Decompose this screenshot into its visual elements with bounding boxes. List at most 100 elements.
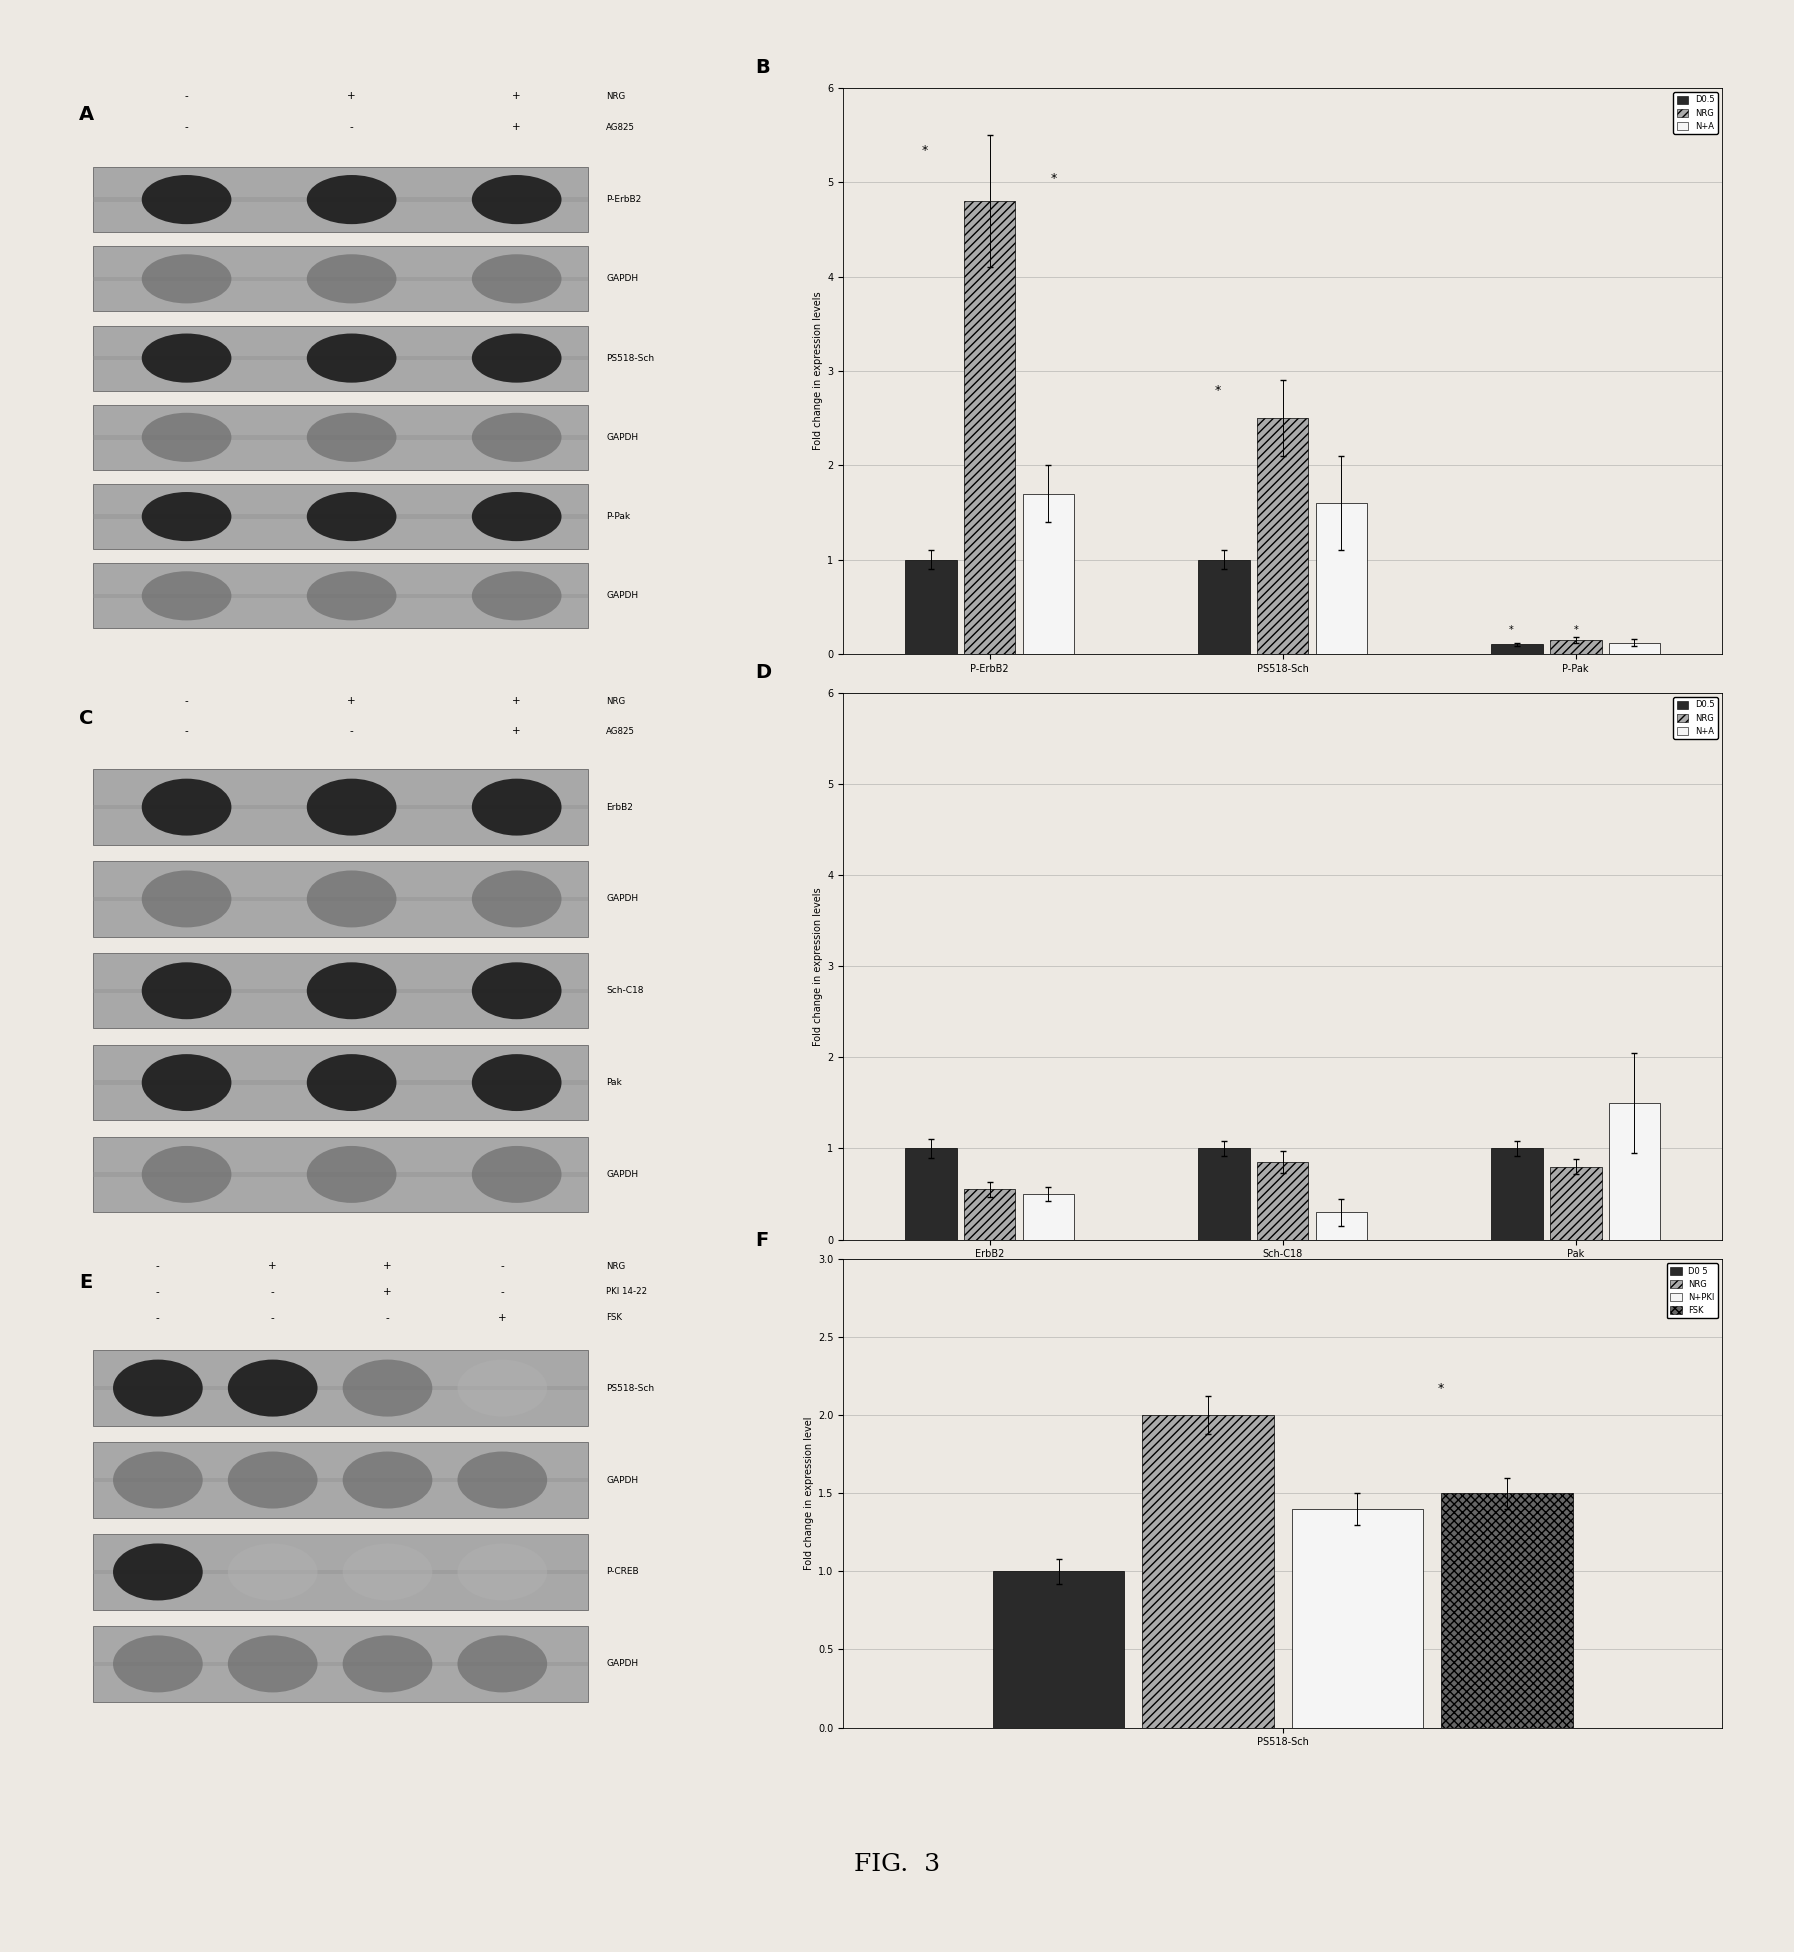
Bar bbox=[1550, 640, 1602, 654]
Text: D: D bbox=[755, 664, 771, 681]
Bar bbox=[1315, 504, 1367, 654]
Bar bbox=[93, 1136, 588, 1212]
Ellipse shape bbox=[472, 334, 562, 383]
Text: NRG: NRG bbox=[606, 697, 626, 707]
Legend: D0.5, NRG, N+A: D0.5, NRG, N+A bbox=[1674, 92, 1719, 135]
Text: Sch-C18: Sch-C18 bbox=[606, 986, 644, 996]
Bar bbox=[93, 1351, 588, 1425]
Ellipse shape bbox=[472, 254, 562, 303]
Text: *: * bbox=[922, 144, 927, 156]
Text: P-ErbB2: P-ErbB2 bbox=[606, 195, 642, 205]
Text: GAPDH: GAPDH bbox=[606, 894, 639, 904]
Bar bbox=[93, 1386, 588, 1390]
Text: NRG: NRG bbox=[606, 1261, 626, 1271]
Ellipse shape bbox=[142, 412, 231, 463]
Legend: D0.5, NRG, N+A: D0.5, NRG, N+A bbox=[1674, 697, 1719, 740]
Text: +: + bbox=[513, 697, 520, 707]
Bar bbox=[93, 1044, 588, 1120]
Text: -: - bbox=[350, 123, 353, 133]
Ellipse shape bbox=[307, 492, 396, 541]
Text: -: - bbox=[271, 1286, 274, 1296]
Bar bbox=[1198, 1148, 1250, 1240]
Bar bbox=[1258, 418, 1308, 654]
Ellipse shape bbox=[142, 572, 231, 621]
Bar bbox=[93, 1626, 588, 1702]
Ellipse shape bbox=[343, 1361, 432, 1417]
Bar bbox=[906, 560, 956, 654]
Text: *: * bbox=[1509, 625, 1514, 634]
Text: B: B bbox=[755, 57, 770, 76]
Text: +: + bbox=[384, 1286, 391, 1296]
Bar bbox=[93, 246, 588, 310]
Ellipse shape bbox=[472, 1146, 562, 1202]
Bar bbox=[93, 355, 588, 361]
Bar bbox=[93, 1478, 588, 1482]
Text: +: + bbox=[513, 726, 520, 736]
Text: ErbB2: ErbB2 bbox=[606, 802, 633, 812]
Text: FSK: FSK bbox=[606, 1314, 623, 1322]
Text: +: + bbox=[513, 123, 520, 133]
Ellipse shape bbox=[142, 334, 231, 383]
Bar bbox=[93, 564, 588, 629]
Ellipse shape bbox=[343, 1636, 432, 1692]
Legend: D0 5, NRG, N+PKI, FSK: D0 5, NRG, N+PKI, FSK bbox=[1667, 1263, 1719, 1318]
Bar bbox=[1023, 494, 1075, 654]
Ellipse shape bbox=[228, 1452, 318, 1509]
Text: +: + bbox=[348, 92, 355, 102]
Ellipse shape bbox=[113, 1361, 203, 1417]
Bar bbox=[93, 435, 588, 439]
Bar bbox=[1491, 1148, 1543, 1240]
Text: -: - bbox=[185, 726, 188, 736]
Text: PS518-Sch: PS518-Sch bbox=[606, 1384, 655, 1392]
Bar bbox=[93, 988, 588, 994]
Bar bbox=[93, 1661, 588, 1665]
Bar bbox=[906, 1148, 956, 1240]
Text: -: - bbox=[156, 1312, 160, 1323]
Bar bbox=[93, 1443, 588, 1519]
Ellipse shape bbox=[142, 962, 231, 1019]
Ellipse shape bbox=[142, 1146, 231, 1202]
Ellipse shape bbox=[228, 1544, 318, 1601]
Text: E: E bbox=[79, 1273, 91, 1292]
Text: GAPDH: GAPDH bbox=[606, 1476, 639, 1485]
Text: NRG: NRG bbox=[606, 92, 626, 102]
Bar bbox=[93, 1534, 588, 1610]
Ellipse shape bbox=[113, 1636, 203, 1692]
Text: -: - bbox=[185, 697, 188, 707]
Text: +: + bbox=[499, 1312, 506, 1323]
Text: *: * bbox=[1051, 172, 1057, 185]
Ellipse shape bbox=[142, 176, 231, 224]
Ellipse shape bbox=[307, 334, 396, 383]
Bar bbox=[1023, 1195, 1075, 1240]
Text: -: - bbox=[350, 726, 353, 736]
Ellipse shape bbox=[457, 1361, 547, 1417]
Text: AG825: AG825 bbox=[606, 123, 635, 133]
Ellipse shape bbox=[307, 254, 396, 303]
Bar bbox=[93, 1569, 588, 1573]
Ellipse shape bbox=[113, 1544, 203, 1601]
Y-axis label: Fold change in expression levels: Fold change in expression levels bbox=[813, 886, 823, 1046]
Bar bbox=[93, 769, 588, 845]
Text: -: - bbox=[185, 123, 188, 133]
Bar bbox=[1292, 1509, 1423, 1728]
Ellipse shape bbox=[472, 176, 562, 224]
Bar bbox=[1315, 1212, 1367, 1240]
Text: P-Pak: P-Pak bbox=[606, 511, 630, 521]
Text: +: + bbox=[348, 697, 355, 707]
Y-axis label: Fold change in expression levels: Fold change in expression levels bbox=[813, 291, 823, 451]
Bar bbox=[1609, 642, 1659, 654]
Ellipse shape bbox=[228, 1636, 318, 1692]
Text: +: + bbox=[384, 1261, 391, 1271]
Bar bbox=[992, 1571, 1125, 1728]
Bar bbox=[1441, 1493, 1573, 1728]
Text: *: * bbox=[1573, 625, 1579, 634]
Text: *: * bbox=[1437, 1382, 1444, 1396]
Ellipse shape bbox=[457, 1636, 547, 1692]
Text: PS518-Sch: PS518-Sch bbox=[606, 353, 655, 363]
Ellipse shape bbox=[472, 572, 562, 621]
Text: C: C bbox=[79, 709, 93, 728]
Bar bbox=[963, 201, 1015, 654]
Text: -: - bbox=[156, 1261, 160, 1271]
Text: -: - bbox=[156, 1286, 160, 1296]
Text: -: - bbox=[501, 1261, 504, 1271]
